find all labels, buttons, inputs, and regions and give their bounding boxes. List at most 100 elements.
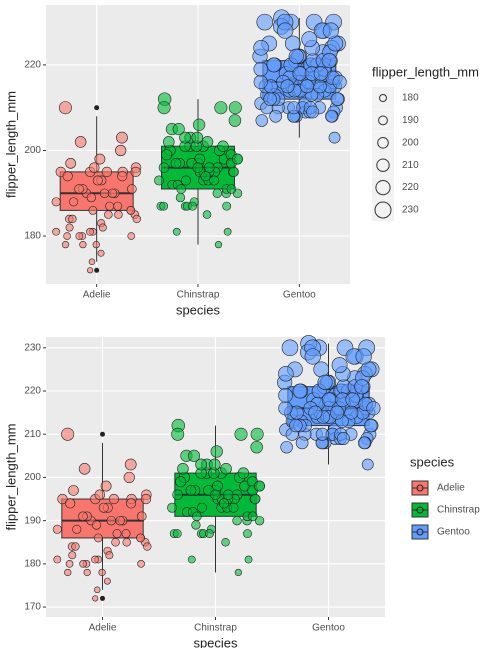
point	[79, 241, 87, 249]
x-axis-label: species	[176, 302, 221, 317]
point	[65, 560, 74, 568]
point	[53, 555, 62, 564]
point	[65, 498, 76, 509]
y-tick-label: 200	[24, 472, 41, 483]
point	[92, 241, 100, 249]
point	[344, 405, 359, 420]
point	[263, 92, 277, 106]
point	[300, 79, 314, 94]
point	[172, 489, 183, 500]
point	[180, 175, 191, 186]
point	[127, 232, 136, 240]
point	[358, 436, 371, 450]
y-tick-label: 180	[24, 558, 41, 569]
point	[306, 105, 320, 119]
point	[366, 401, 381, 416]
point	[115, 144, 127, 157]
point	[278, 365, 294, 382]
point	[113, 201, 123, 211]
legend-label: 230	[402, 205, 419, 216]
point	[197, 502, 208, 513]
point	[105, 201, 115, 211]
legend-title: flipper_length_mm	[372, 64, 479, 79]
legend-size	[378, 115, 388, 126]
point	[288, 48, 304, 64]
point	[266, 57, 282, 73]
legend-key	[372, 154, 394, 177]
legend-key-point	[416, 484, 424, 492]
point	[280, 79, 295, 94]
point	[315, 427, 329, 441]
point	[192, 162, 204, 173]
point	[75, 232, 84, 240]
point	[289, 418, 303, 433]
point	[104, 210, 113, 219]
point	[253, 61, 269, 77]
x-tick-label: Adelie	[83, 290, 111, 301]
point	[254, 480, 265, 492]
point	[345, 392, 360, 407]
legend-size	[377, 137, 389, 149]
point	[287, 101, 301, 115]
point	[179, 131, 191, 144]
point	[247, 511, 258, 522]
point	[269, 109, 282, 123]
point	[161, 149, 173, 161]
point	[254, 515, 265, 526]
point	[313, 361, 330, 378]
point	[83, 568, 91, 577]
point	[200, 171, 211, 182]
point	[218, 498, 230, 509]
point	[364, 418, 378, 433]
point	[137, 560, 145, 568]
y-tick-label: 220	[24, 60, 41, 71]
legend-label: Chinstrap	[437, 505, 480, 516]
point	[88, 258, 96, 266]
x-tick-label: Gentoo	[312, 623, 345, 634]
point	[202, 210, 212, 219]
point	[126, 206, 136, 215]
point	[87, 267, 94, 274]
point	[126, 498, 137, 509]
point	[204, 162, 215, 173]
outlier	[100, 431, 105, 437]
legend-key	[372, 176, 394, 199]
point	[292, 383, 308, 399]
y-tick-label: 230	[24, 342, 41, 353]
point	[58, 101, 72, 115]
point	[62, 171, 73, 182]
point	[214, 241, 223, 249]
point	[223, 227, 232, 236]
point	[123, 471, 135, 484]
point	[256, 13, 274, 31]
point	[89, 162, 100, 173]
point	[57, 493, 68, 505]
point	[313, 66, 329, 81]
point	[175, 476, 187, 488]
point	[217, 140, 229, 152]
point	[237, 467, 250, 479]
point	[68, 485, 79, 496]
point	[234, 568, 242, 577]
point	[140, 493, 152, 505]
point	[74, 136, 87, 148]
point	[212, 480, 223, 492]
point	[255, 114, 269, 127]
outlier	[100, 595, 105, 601]
point	[79, 560, 87, 568]
legend-label: 180	[402, 93, 419, 104]
point	[132, 214, 141, 224]
legend-size	[376, 158, 390, 172]
point	[103, 577, 111, 585]
point	[167, 502, 178, 513]
point	[115, 515, 125, 526]
point	[64, 568, 72, 577]
point	[136, 511, 147, 522]
point	[354, 379, 370, 395]
point	[321, 392, 337, 407]
point	[107, 188, 118, 198]
y-axis-label: flipper_length_mm	[3, 91, 18, 198]
point	[170, 157, 182, 169]
point	[228, 101, 242, 115]
